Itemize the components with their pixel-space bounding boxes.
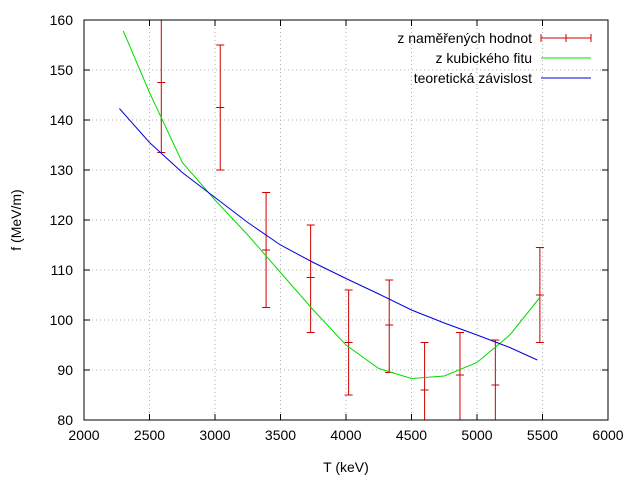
y-tick-label: 120 [50,212,74,228]
x-tick-label: 6000 [592,427,623,443]
error-bar-point [491,339,500,420]
y-tick-label: 110 [51,262,74,278]
error-bar-point [420,342,429,420]
y-tick-label: 160 [50,12,74,28]
legend: z naměřených hodnot z kubického fitu teore… [397,30,592,86]
x-tick-label: 2000 [68,427,99,443]
error-bar-point [262,192,271,308]
y-tick-label: 80 [57,412,73,428]
y-tick-label: 90 [57,362,73,378]
error-bar-point [216,44,225,171]
x-tick-label: 4000 [330,427,361,443]
error-bar-point [535,247,544,343]
x-tick-label: 3500 [265,427,296,443]
error-bar-point [157,20,166,153]
x-tick-label: 5000 [461,427,492,443]
error-bar-point [344,289,353,396]
x-tick-label: 2500 [134,427,165,443]
legend-label: z kubického fitu [436,50,533,66]
y-tick-label: 150 [50,62,74,78]
tick-labels: 2000 2500 3000 3500 4000 4500 5000 5500 6000 80 90… [50,12,624,443]
x-axis-title: T (keV) [323,459,369,475]
series-line-2 [119,108,538,361]
x-tick-label: 4500 [396,427,427,443]
y-axis-title: f (MeV/m) [8,189,24,250]
grid [84,20,608,420]
series-layer [119,20,544,420]
legend-label: z naměřených hodnot [397,30,532,46]
legend-label: teoretická závislost [414,70,532,86]
x-tick-label: 3000 [199,427,230,443]
plot-frame [83,19,609,421]
y-tick-label: 140 [50,112,74,128]
x-tick-label: 5500 [527,427,558,443]
error-bar-point [455,332,464,420]
series-line-1 [122,30,541,380]
y-tick-label: 130 [50,162,74,178]
error-bar-point [385,279,394,373]
y-tick-label: 100 [50,312,74,328]
error-bar-point [306,224,315,333]
